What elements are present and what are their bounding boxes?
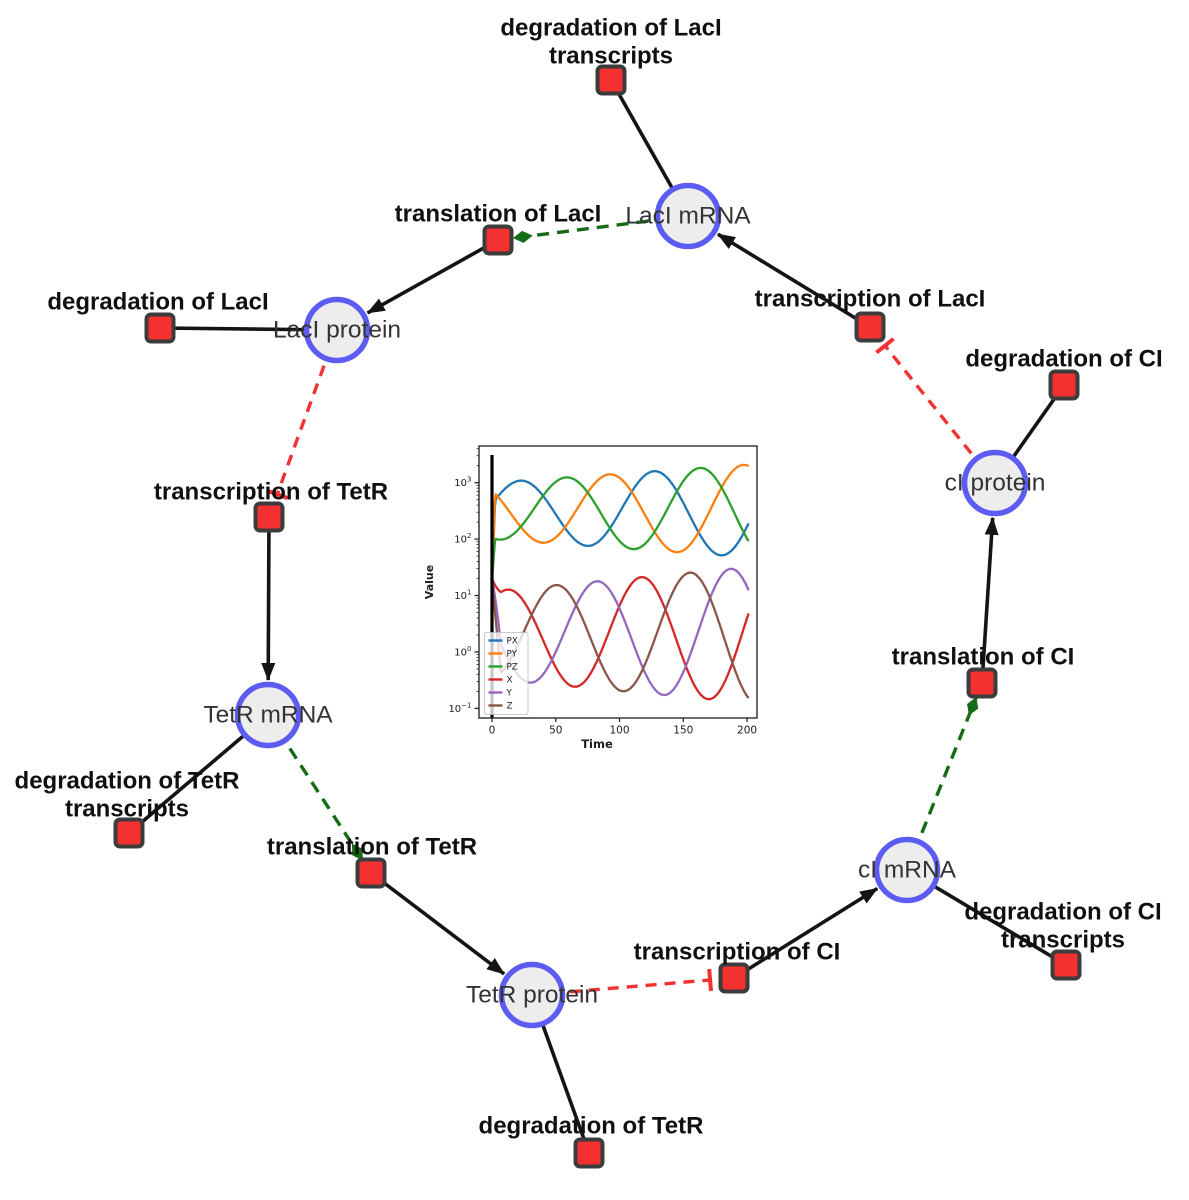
series-line-px [491,470,750,569]
reaction-label-deg-tetr-tx-line2: transcripts [65,796,189,823]
y-tick-label-1e1: 101 [454,589,471,603]
legend-label-pz: PZ [507,663,518,673]
reaction-label-txn-laci: transcription of LacI [755,286,986,313]
y-tick-label-1e0: 100 [454,645,471,659]
reaction-label-deg-ci-tx: degradation of CI [964,899,1161,926]
reaction-node-deg-laci-tx[interactable] [595,64,627,96]
x-axis-label: Time [581,737,613,751]
x-tick-label-50: 50 [549,725,562,737]
nodes-layer [113,64,1082,1169]
reaction-node-transl-ci[interactable] [966,667,998,699]
series-line-y [491,567,750,697]
y-tick-label-1e2: 102 [454,532,471,546]
edge-production-transl-tetr-tetr-protein [369,871,506,976]
reaction-label-deg-tetr-tx: degradation of TetR [15,768,240,795]
reaction-label-txn-ci: transcription of CI [634,939,841,966]
species-node-ci-mrna[interactable] [873,836,941,904]
inset-plot: 0 50 100 150 20010−1100101102103TimeValuePXP… [423,445,758,751]
reaction-node-deg-laci[interactable] [144,312,176,344]
series-line-py [491,463,750,567]
edge-production-transl-ci-ci-protein [980,516,999,684]
reaction-label-transl-ci: translation of CI [892,644,1075,671]
reaction-label-transl-tetr: translation of TetR [267,834,477,861]
reaction-node-transl-tetr[interactable] [355,857,387,889]
y-axis-label: Value [423,565,436,599]
species-node-tetr-mrna[interactable] [234,681,302,749]
x-tick-label-100: 100 [610,725,630,737]
edge-production-transl-laci-laci-protein [366,238,499,315]
species-label-tetr-protein: TetR protein [466,982,598,1009]
species-node-laci-mrna[interactable] [654,182,722,250]
reaction-label-deg-ci: degradation of CI [965,346,1162,373]
edge-production-txn-tetr-tetr-mrna [261,516,276,681]
reaction-node-txn-ci[interactable] [718,962,750,994]
legend-label-z: Z [507,702,513,712]
species-node-tetr-protein[interactable] [498,961,566,1029]
legend-label-px: PX [507,637,518,647]
y-tick-label-1e-1: 10−1 [448,701,471,715]
reaction-label-transl-laci: translation of LacI [395,201,602,228]
series-line-x [491,575,750,701]
species-label-laci-mrna: LacI mRNA [625,203,751,230]
edge-production-txn-ci-ci-mrna [733,886,879,980]
species-label-ci-protein: cI protein [945,470,1046,497]
reaction-node-deg-tetr-tx[interactable] [113,817,145,849]
reaction-node-deg-ci-tx[interactable] [1050,949,1082,981]
reaction-label-deg-laci: degradation of LacI [47,289,268,316]
edge-production-txn-laci-laci-mrna [716,232,871,329]
reaction-label-deg-laci-tx-line2: transcripts [549,43,673,70]
legend: PX PY PZ XYZ [484,632,529,715]
species-label-laci-protein: LacI protein [273,317,401,344]
reaction-label-txn-tetr: transcription of TetR [154,479,388,506]
series-line-pz [491,466,750,573]
x-tick-label-200: 200 [737,725,757,737]
plot-frame [478,445,758,719]
species-node-ci-protein[interactable] [961,449,1029,517]
y-tick-label-1e3: 103 [454,476,471,490]
reaction-node-deg-tetr[interactable] [573,1137,605,1169]
species-label-tetr-mrna: TetR mRNA [203,702,333,729]
x-tick-label-0: 0 [489,725,496,737]
species-label-ci-mrna: cI mRNA [858,857,957,884]
species-node-laci-protein[interactable] [303,296,371,364]
legend-label-x: X [507,676,513,686]
reaction-label-deg-ci-tx-line2: transcripts [1001,927,1125,954]
reaction-label-deg-laci-tx: degradation of LacI [500,15,721,42]
plot-area [490,455,750,718]
series-line-z [491,571,750,699]
reaction-label-deg-tetr: degradation of TetR [479,1113,704,1140]
reaction-node-deg-ci[interactable] [1048,369,1080,401]
legend-label-y: Y [506,689,513,699]
x-tick-label-150: 150 [673,725,693,737]
reaction-node-txn-tetr[interactable] [253,501,285,533]
labels-layer: LacI mRNA LacI protein TetR mRNA TetR prote… [15,15,1163,1140]
reaction-node-txn-laci[interactable] [854,311,886,343]
reaction-node-transl-laci[interactable] [482,224,514,256]
legend-label-py: PY [507,650,518,660]
